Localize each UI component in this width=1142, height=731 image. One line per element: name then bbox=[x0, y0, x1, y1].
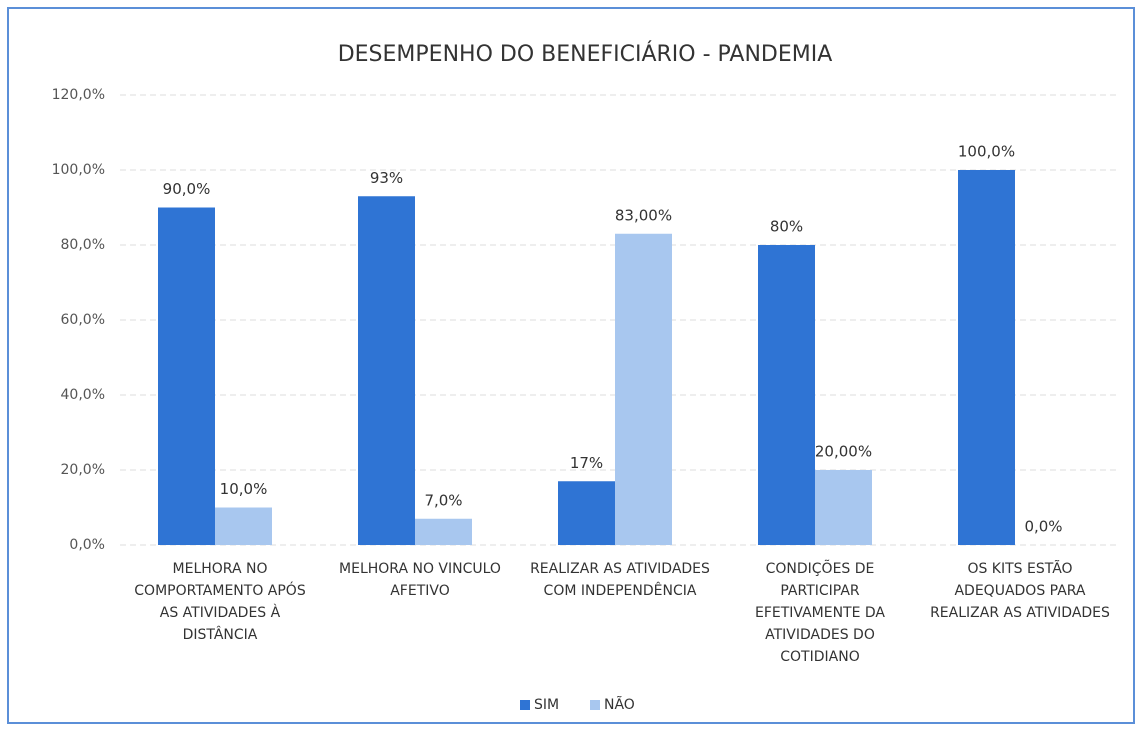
legend-swatch bbox=[590, 700, 600, 710]
bar bbox=[958, 170, 1015, 545]
data-label: 93% bbox=[370, 169, 403, 187]
y-tick-label: 40,0% bbox=[61, 387, 105, 403]
data-label: 20,00% bbox=[815, 443, 872, 461]
data-label: 0,0% bbox=[1024, 518, 1062, 536]
y-tick-label: 80,0% bbox=[61, 237, 105, 253]
bar bbox=[758, 245, 815, 545]
data-label: 7,0% bbox=[424, 491, 462, 509]
y-tick-label: 120,0% bbox=[52, 87, 105, 103]
chart-title: DESEMPENHO DO BENEFICIÁRIO - PANDEMIA bbox=[338, 41, 833, 67]
bar bbox=[215, 507, 272, 545]
bar bbox=[415, 518, 472, 545]
bar bbox=[358, 196, 415, 545]
y-tick-label: 0,0% bbox=[69, 537, 105, 553]
legend-swatch bbox=[520, 700, 530, 710]
x-tick-label: MELHORA NO COMPORTAMENTO APÓS AS ATIVIDA… bbox=[134, 561, 306, 643]
data-label: 17% bbox=[570, 454, 603, 472]
bar bbox=[615, 233, 672, 545]
x-tick-label: OS KITS ESTÃO ADEQUADOS PARA REALIZAR AS… bbox=[930, 561, 1110, 621]
legend-label: SIM bbox=[534, 697, 559, 713]
x-tick-label: CONDIÇÕES DE PARTICIPAR EFETIVAMENTE DA … bbox=[754, 561, 886, 665]
data-label: 83,00% bbox=[615, 206, 672, 224]
data-label: 90,0% bbox=[163, 180, 211, 198]
chart-frame bbox=[7, 7, 1135, 724]
data-label: 80% bbox=[770, 218, 803, 236]
bar bbox=[558, 481, 615, 545]
y-tick-label: 60,0% bbox=[61, 312, 105, 328]
bar bbox=[815, 470, 872, 545]
x-tick-label: REALIZAR AS ATIVIDADES COM INDEPENDÊNCIA bbox=[530, 561, 710, 599]
data-label: 10,0% bbox=[220, 480, 268, 498]
legend-label: NÃO bbox=[604, 696, 635, 713]
bar bbox=[158, 207, 215, 545]
data-label: 100,0% bbox=[958, 143, 1015, 161]
y-tick-label: 100,0% bbox=[52, 162, 105, 178]
y-tick-label: 20,0% bbox=[61, 462, 105, 478]
x-tick-label: MELHORA NO VINCULO AFETIVO bbox=[339, 561, 501, 599]
